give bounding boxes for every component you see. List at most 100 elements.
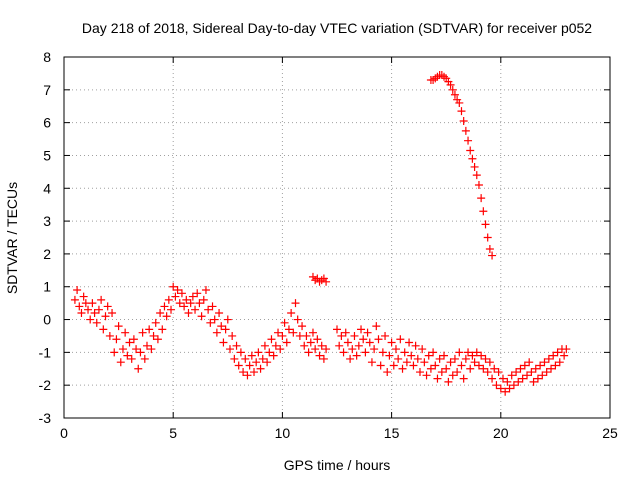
data-point bbox=[110, 348, 119, 357]
data-point bbox=[230, 354, 239, 363]
data-point bbox=[118, 345, 127, 354]
data-point bbox=[306, 338, 315, 347]
data-point bbox=[149, 331, 158, 340]
data-point bbox=[73, 286, 82, 295]
data-point bbox=[429, 348, 438, 357]
x-axis-label: GPS time / hours bbox=[284, 457, 391, 473]
data-point bbox=[450, 354, 459, 363]
data-point bbox=[466, 364, 475, 373]
data-point bbox=[381, 331, 390, 340]
data-point bbox=[156, 308, 165, 317]
data-point bbox=[474, 361, 483, 370]
data-point bbox=[162, 312, 171, 321]
data-point bbox=[435, 354, 444, 363]
data-point bbox=[186, 299, 195, 308]
data-point bbox=[490, 364, 499, 373]
data-point bbox=[298, 322, 307, 331]
data-point bbox=[114, 322, 123, 331]
data-point bbox=[116, 358, 125, 367]
data-point bbox=[433, 374, 442, 383]
y-tick-label: 2 bbox=[43, 246, 51, 262]
data-point bbox=[197, 312, 206, 321]
data-point bbox=[516, 364, 525, 373]
data-point bbox=[180, 302, 189, 311]
data-point bbox=[236, 348, 245, 357]
axis-ticks bbox=[63, 56, 611, 419]
data-point bbox=[363, 328, 372, 337]
data-point bbox=[341, 328, 350, 337]
data-point bbox=[188, 292, 197, 301]
data-point bbox=[411, 341, 420, 350]
chart-title: Day 218 of 2018, Sidereal Day-to-day VTE… bbox=[82, 20, 592, 36]
data-point bbox=[199, 295, 208, 304]
data-point bbox=[175, 299, 184, 308]
data-point bbox=[94, 305, 103, 314]
data-point bbox=[223, 315, 232, 324]
data-points bbox=[70, 71, 571, 396]
data-point bbox=[374, 335, 383, 344]
data-point bbox=[446, 80, 455, 89]
data-point bbox=[376, 361, 385, 370]
data-point bbox=[464, 136, 473, 145]
data-point bbox=[400, 348, 409, 357]
data-point bbox=[140, 354, 149, 363]
data-point bbox=[317, 276, 326, 285]
data-point bbox=[394, 354, 403, 363]
data-point bbox=[182, 295, 191, 304]
data-point bbox=[518, 374, 527, 383]
data-point bbox=[523, 371, 532, 380]
data-point bbox=[75, 302, 84, 311]
data-point bbox=[553, 348, 562, 357]
data-point bbox=[271, 341, 280, 350]
data-point bbox=[531, 364, 540, 373]
data-point bbox=[352, 351, 361, 360]
data-point bbox=[348, 345, 357, 354]
data-point bbox=[138, 328, 147, 337]
data-point bbox=[239, 368, 248, 377]
data-point bbox=[448, 85, 457, 94]
data-point bbox=[105, 331, 114, 340]
data-point bbox=[540, 358, 549, 367]
y-tick-label: 4 bbox=[43, 180, 51, 196]
y-tick-label: 8 bbox=[43, 49, 51, 65]
data-point bbox=[468, 154, 477, 163]
y-tick-label: 0 bbox=[43, 312, 51, 328]
data-point bbox=[201, 286, 210, 295]
data-point bbox=[448, 371, 457, 380]
data-point bbox=[250, 368, 259, 377]
data-point bbox=[160, 302, 169, 311]
data-point bbox=[278, 331, 287, 340]
data-point bbox=[293, 315, 302, 324]
data-point bbox=[453, 368, 462, 377]
data-point bbox=[483, 368, 492, 377]
data-point bbox=[265, 348, 274, 357]
data-point bbox=[92, 318, 101, 327]
data-point bbox=[311, 345, 320, 354]
data-point bbox=[302, 331, 311, 340]
data-point bbox=[112, 335, 121, 344]
data-point bbox=[195, 299, 204, 308]
data-point bbox=[101, 312, 110, 321]
data-point bbox=[560, 351, 569, 360]
data-point bbox=[505, 384, 514, 393]
y-tick-label: 7 bbox=[43, 82, 51, 98]
data-point bbox=[70, 295, 79, 304]
data-point bbox=[315, 351, 324, 360]
data-point bbox=[509, 381, 518, 390]
data-point bbox=[538, 371, 547, 380]
plot-frame bbox=[63, 56, 611, 419]
data-point bbox=[291, 299, 300, 308]
x-tick-label: 20 bbox=[493, 425, 509, 441]
data-point bbox=[158, 325, 167, 334]
grid-lines bbox=[64, 57, 610, 418]
data-point bbox=[383, 368, 392, 377]
data-point bbox=[221, 325, 230, 334]
data-point bbox=[300, 341, 309, 350]
y-tick-labels: -3 -2 -1 0 1 2 3 4 5 6 7 8 bbox=[39, 49, 52, 426]
data-point bbox=[171, 292, 180, 301]
data-point bbox=[466, 146, 475, 155]
data-point bbox=[79, 292, 88, 301]
data-point bbox=[145, 325, 154, 334]
data-point bbox=[132, 345, 141, 354]
data-point bbox=[389, 361, 398, 370]
